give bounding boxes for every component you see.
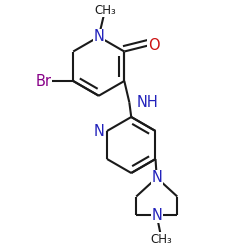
Text: N: N <box>151 208 162 223</box>
Text: CH₃: CH₃ <box>94 4 116 16</box>
Text: N: N <box>93 29 104 44</box>
Text: CH₃: CH₃ <box>151 233 172 246</box>
Text: N: N <box>151 170 162 185</box>
Text: NH: NH <box>136 95 158 110</box>
Text: N: N <box>94 124 104 138</box>
Text: O: O <box>148 38 160 53</box>
Text: Br: Br <box>35 74 51 88</box>
